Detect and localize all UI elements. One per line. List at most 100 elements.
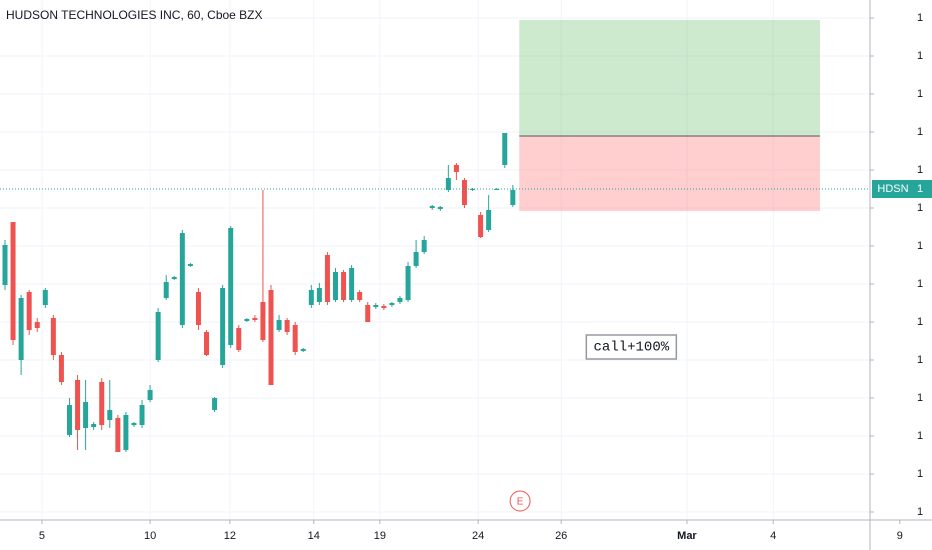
candle-body <box>220 288 226 365</box>
candle-body <box>195 292 201 325</box>
candle-body <box>373 305 379 307</box>
x-tick-label: 24 <box>472 530 484 542</box>
annotation-text: call+100% <box>594 340 670 356</box>
chart-title: HUDSON TECHNOLOGIES INC, 60, Cboe BZX <box>6 8 263 22</box>
x-tick-label: 14 <box>308 530 320 542</box>
candle-body <box>429 206 435 208</box>
last-price-label: 1 <box>917 183 923 195</box>
price-tag <box>872 180 932 198</box>
candle-body <box>123 415 129 450</box>
candle-body <box>26 292 32 330</box>
y-tick-label: 1 <box>917 468 923 480</box>
y-tick-label: 1 <box>917 164 923 176</box>
candle-body <box>389 303 395 305</box>
candle-body <box>268 290 274 385</box>
candle-body <box>139 405 145 425</box>
candle-body <box>131 423 137 425</box>
y-tick-label: 1 <box>917 12 923 24</box>
candle-body <box>252 318 258 320</box>
x-tick-label: 12 <box>224 530 236 542</box>
candle-body <box>99 382 105 425</box>
candle-body <box>453 165 459 172</box>
annotation-box <box>585 334 678 360</box>
candle-body <box>163 282 169 298</box>
candle-body <box>421 240 427 252</box>
candle-body <box>2 245 8 285</box>
candle-body <box>494 189 500 190</box>
candle-body <box>486 210 492 230</box>
x-tick-label: 26 <box>555 530 567 542</box>
candle-body <box>405 266 411 300</box>
candle-body <box>341 272 347 300</box>
x-tick-label: 5 <box>39 530 45 542</box>
candle-body <box>365 305 371 322</box>
candle-body <box>478 215 484 237</box>
candle-body <box>155 312 161 360</box>
candle-body <box>437 207 443 209</box>
event-label: E <box>517 497 524 508</box>
candle-body <box>83 402 89 428</box>
y-tick-label: 1 <box>917 354 923 366</box>
candle-body <box>470 189 476 190</box>
y-tick-label: 1 <box>917 316 923 328</box>
candle-body <box>236 328 242 350</box>
y-tick-label: 1 <box>917 126 923 138</box>
candle-body <box>349 268 355 300</box>
candle-body <box>75 380 81 430</box>
candle-body <box>276 320 282 330</box>
loss-zone <box>519 136 820 211</box>
candle-body <box>228 228 234 345</box>
candle-body <box>292 325 298 352</box>
candle-body <box>413 252 419 266</box>
y-tick-label: 1 <box>917 392 923 404</box>
candle-body <box>107 410 113 420</box>
candle-body <box>18 298 24 360</box>
candle-body <box>244 319 250 321</box>
candle-body <box>147 390 153 400</box>
candle-body <box>502 133 508 165</box>
plot: call+100% E <box>0 20 870 512</box>
y-tick-label: 1 <box>917 202 923 214</box>
candle-body <box>91 424 97 427</box>
candle-body <box>66 405 72 435</box>
event-marker <box>509 490 531 512</box>
candle-body <box>179 233 185 325</box>
x-tick-label: 10 <box>144 530 156 542</box>
candle-body <box>260 302 266 340</box>
grid <box>0 0 870 520</box>
candle-body <box>171 277 177 279</box>
candle-body <box>50 318 56 355</box>
candle-body <box>445 178 451 190</box>
x-tick-label: 19 <box>374 530 386 542</box>
y-tick-label: 1 <box>917 88 923 100</box>
candle-body <box>187 264 193 266</box>
y-tick-label: 1 <box>917 50 923 62</box>
y-tick-label: 1 <box>917 240 923 252</box>
y-tick-label: 1 <box>917 506 923 518</box>
candle-body <box>300 349 306 351</box>
symbol-tag: HDSN <box>877 183 908 195</box>
candle-body <box>357 292 363 300</box>
profit-zone <box>519 20 820 136</box>
candle-body <box>397 298 403 302</box>
candle-body <box>316 288 322 302</box>
candle-body <box>284 320 290 332</box>
candle-body <box>461 180 467 205</box>
candle-body <box>510 190 516 205</box>
y-tick-label: 1 <box>917 430 923 442</box>
candle-body <box>10 222 16 340</box>
x-tick-label: 9 <box>897 530 903 542</box>
candle-body <box>324 255 330 302</box>
candle-body <box>332 272 338 300</box>
y-tick-label: 1 <box>917 278 923 290</box>
candle-body <box>204 332 210 355</box>
candle-body <box>381 306 387 308</box>
x-tick-label: Mar <box>677 530 697 542</box>
candle-body <box>115 418 121 452</box>
candle-body <box>308 290 314 305</box>
candle-body <box>58 355 64 382</box>
x-tick-label: 4 <box>770 530 776 542</box>
candle-body <box>42 290 48 305</box>
